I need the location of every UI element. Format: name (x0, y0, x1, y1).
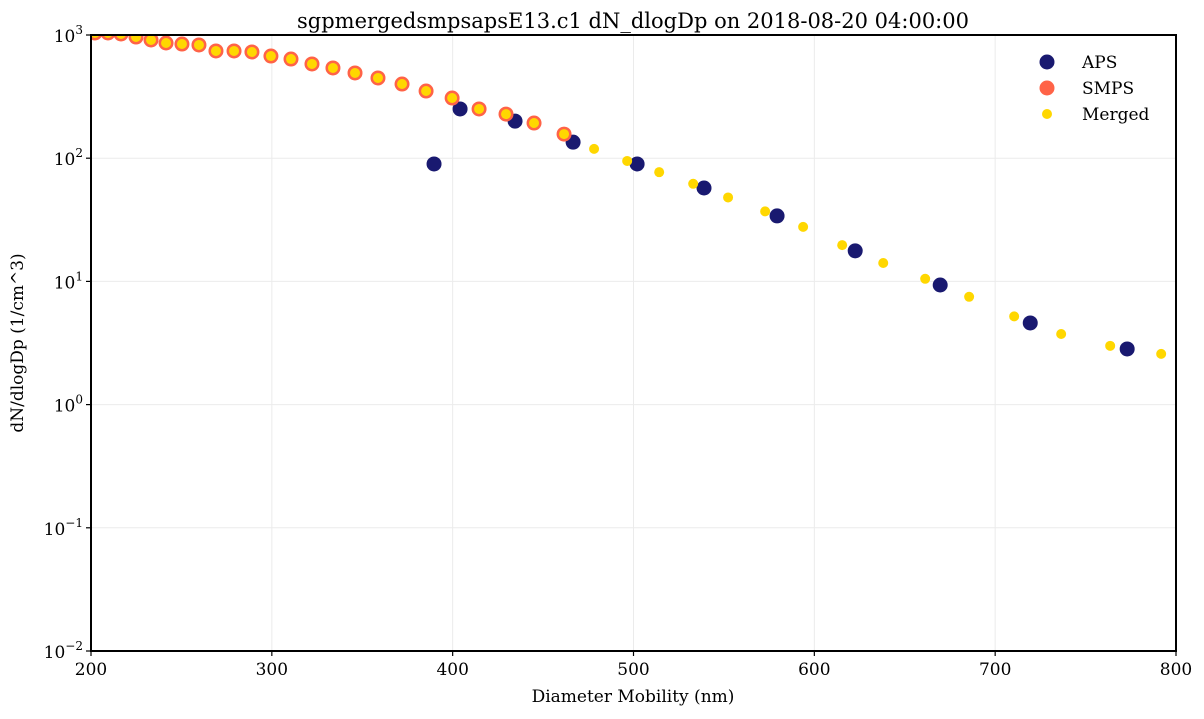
x-tick-label: 700 (979, 660, 1011, 680)
merged-point (474, 103, 485, 114)
series-aps (426, 101, 1135, 357)
y-tick-label: 100 (54, 393, 83, 417)
merged-point (116, 35, 126, 39)
data-points (91, 35, 1167, 359)
merged-point (654, 167, 665, 178)
aps-point (769, 208, 785, 224)
merged-point (1156, 348, 1167, 359)
y-tick-label: 102 (54, 146, 83, 170)
merged-point (193, 39, 204, 50)
merged-point (559, 129, 570, 140)
y-tick-label: 10−1 (44, 516, 83, 540)
x-tick-label: 300 (256, 660, 288, 680)
chart-title: sgpmergedsmpsapsE13.c1 dN_dlogDp on 2018… (297, 9, 969, 33)
legend: APS SMPS Merged (1039, 53, 1150, 125)
merged-point (501, 109, 512, 120)
axes: 200 300 400 500 600 700 800 10−2 10−1 100 101 102 10… (44, 23, 1193, 680)
series-merged (91, 35, 1167, 359)
merged-point (1056, 329, 1067, 340)
y-tick-label: 103 (54, 23, 83, 47)
legend-marker-merged (1042, 109, 1052, 119)
smps-point (100, 35, 116, 41)
merged-point (798, 221, 809, 232)
merged-point (146, 35, 157, 45)
aps-point (1119, 341, 1135, 357)
y-tick-label: 101 (54, 269, 83, 293)
merged-point (1009, 311, 1020, 322)
merged-point (589, 143, 600, 154)
merged-point (161, 38, 172, 49)
x-tick-label: 200 (75, 660, 107, 680)
merged-point (131, 35, 142, 43)
merged-point (447, 93, 458, 104)
merged-point (760, 206, 771, 217)
smps-point (91, 35, 103, 41)
merged-point (265, 51, 276, 62)
merged-point (176, 39, 187, 50)
merged-point (397, 79, 408, 90)
legend-marker-smps (1039, 80, 1055, 96)
merged-point (246, 46, 257, 57)
aps-point (847, 243, 863, 259)
merged-point (286, 54, 297, 65)
merged-point (529, 118, 540, 129)
x-tick-label: 400 (436, 660, 468, 680)
aps-point (452, 101, 468, 117)
aps-point (696, 180, 712, 196)
merged-point (920, 273, 931, 284)
merged-point (1105, 340, 1116, 351)
merged-point (103, 35, 113, 39)
merged-point (421, 86, 432, 97)
x-tick-label: 500 (617, 660, 649, 680)
x-tick-label: 800 (1160, 660, 1192, 680)
legend-label-merged: Merged (1082, 105, 1150, 125)
y-axis-label: dN/dlogDp (1/cm^3) (8, 253, 28, 432)
merged-point (327, 62, 338, 73)
series-smps (91, 35, 572, 142)
grid (90, 34, 1177, 652)
merged-point (229, 45, 240, 56)
merged-point (723, 192, 734, 203)
merged-point (210, 45, 221, 56)
legend-marker-aps (1039, 54, 1055, 70)
merged-point (622, 155, 633, 166)
merged-point (688, 178, 699, 189)
aps-point (426, 156, 442, 172)
merged-point (306, 58, 317, 69)
smps-point (113, 35, 129, 42)
merged-point (878, 258, 889, 269)
merged-point (350, 67, 361, 78)
legend-label-smps: SMPS (1082, 79, 1134, 99)
x-axis-label: Diameter Mobility (nm) (532, 687, 735, 707)
x-tick-label: 600 (798, 660, 830, 680)
merged-point (837, 240, 848, 251)
aps-point (1022, 315, 1038, 331)
aps-point (629, 156, 645, 172)
merged-point (372, 72, 383, 83)
legend-label-aps: APS (1081, 53, 1117, 73)
y-tick-label: 10−2 (44, 639, 83, 663)
aps-point (932, 277, 948, 293)
merged-point (964, 291, 975, 302)
